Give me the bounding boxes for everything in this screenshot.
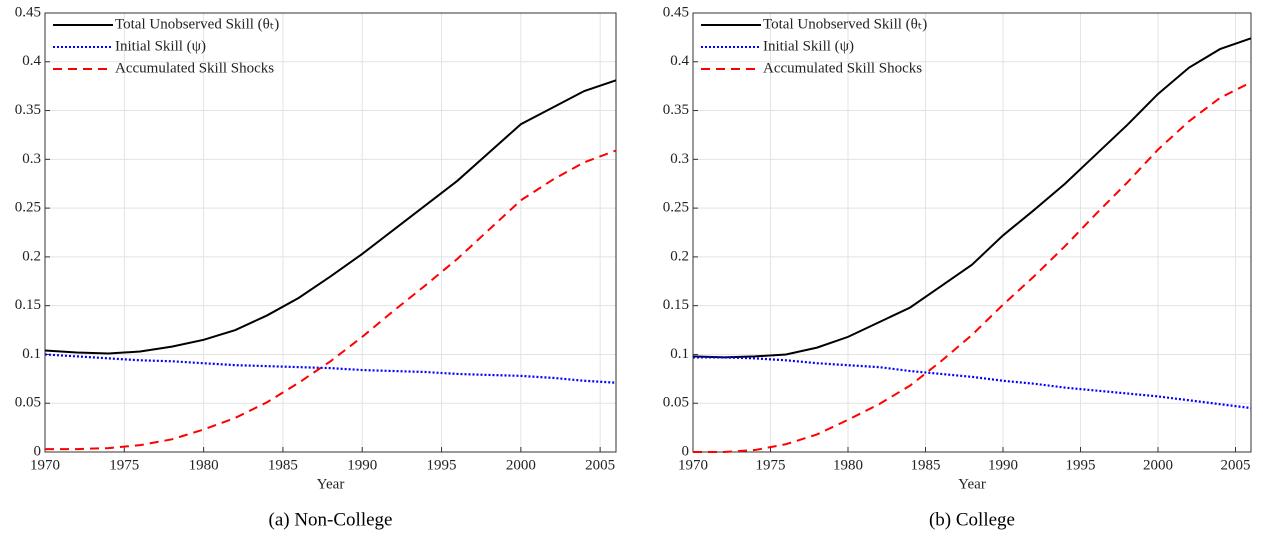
y-tick-label: 0.2 (670, 248, 689, 264)
series-line (693, 81, 1252, 453)
series-line (692, 37, 1252, 359)
y-tick-label: 0 (682, 443, 690, 459)
legend-label: Initial Skill (ψ) (763, 38, 854, 54)
y-tick-label: 0.3 (670, 151, 689, 167)
legend-label: Accumulated Skill Shocks (115, 60, 274, 76)
legend-label: Accumulated Skill Shocks (763, 60, 922, 76)
x-tick-label: 2005 (1221, 457, 1251, 473)
legend-label: Total Unobserved Skill (θₜ) (115, 16, 279, 32)
x-tick-label: 2005 (585, 457, 615, 473)
x-tick-label: 1990 (988, 457, 1018, 473)
x-tick-label: 1995 (1066, 457, 1096, 473)
x-tick-label: 2000 (506, 457, 536, 473)
x-tick-label: 1980 (833, 457, 863, 473)
x-axis-label: Year (317, 476, 345, 492)
legend-label: Initial Skill (ψ) (115, 38, 206, 54)
caption: (b) College (929, 509, 1015, 530)
caption: (a) Non-College (269, 509, 393, 530)
y-tick-label: 0.15 (663, 297, 689, 313)
y-tick-label: 0.1 (670, 346, 689, 362)
series-line (693, 356, 1252, 410)
y-tick-label: 0.45 (663, 4, 689, 20)
x-tick-label: 1970 (678, 457, 708, 473)
y-tick-label: 0.25 (663, 200, 689, 216)
y-tick-label: 0.3 (22, 151, 41, 167)
y-tick-label: 0.05 (663, 395, 689, 411)
y-tick-label: 0.2 (22, 248, 41, 264)
x-tick-label: 1980 (189, 457, 219, 473)
plot-frame (692, 12, 1252, 453)
y-tick-label: 0.05 (15, 395, 41, 411)
x-tick-label: 1985 (911, 457, 941, 473)
x-tick-label: 1970 (30, 457, 60, 473)
x-tick-label: 1985 (268, 457, 298, 473)
x-tick-label: 1990 (347, 457, 377, 473)
series-line (45, 149, 617, 451)
plot-frame (44, 12, 617, 453)
x-tick-label: 1975 (756, 457, 786, 473)
x-tick-label: 2000 (1143, 457, 1173, 473)
y-tick-label: 0.35 (663, 102, 689, 118)
series-line (44, 79, 617, 355)
y-tick-label: 0 (34, 443, 42, 459)
y-tick-label: 0.4 (22, 53, 41, 69)
y-tick-label: 0.45 (15, 4, 41, 20)
legend-label: Total Unobserved Skill (θₜ) (763, 16, 927, 32)
y-tick-label: 0.15 (15, 297, 41, 313)
x-axis-label: Year (958, 476, 986, 492)
x-tick-label: 1995 (427, 457, 457, 473)
y-tick-label: 0.1 (22, 346, 41, 362)
series-line (44, 353, 617, 384)
y-tick-label: 0.25 (15, 200, 41, 216)
y-tick-label: 0.35 (15, 102, 41, 118)
y-tick-label: 0.4 (670, 53, 689, 69)
x-tick-label: 1975 (109, 457, 139, 473)
